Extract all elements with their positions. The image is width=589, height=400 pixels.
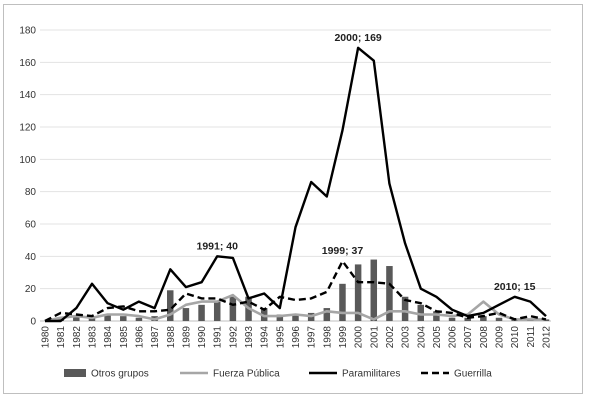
x-tick-label: 2011 (526, 326, 537, 348)
bar-otros-grupos (401, 296, 409, 321)
x-tick-label: 1984 (103, 326, 114, 349)
x-tick-label: 2006 (448, 326, 459, 349)
x-tick-label: 2005 (432, 326, 443, 349)
y-tick-label: 160 (19, 58, 36, 69)
bar-otros-grupos (260, 308, 268, 321)
line-paramilitares (45, 46, 547, 323)
y-tick-label: 140 (19, 90, 36, 101)
x-tick-label: 2009 (495, 326, 506, 349)
bar-otros-grupos (386, 266, 393, 321)
x-tick-label: 1983 (87, 326, 98, 349)
legend-otros-grupos-label: Otros grupos (91, 369, 149, 380)
x-tick-label: 1987 (150, 326, 161, 349)
bar-otros-grupos (104, 314, 111, 321)
data-label: 2010; 15 (494, 281, 536, 293)
y-tick-label: 60 (25, 220, 37, 231)
bar-otros-grupos (198, 304, 205, 321)
legend-paramilitares-label: Paramilitares (342, 369, 400, 380)
x-tick-label: 2007 (463, 326, 474, 349)
bar-otros-grupos (354, 264, 362, 321)
y-tick-label: 40 (25, 252, 37, 263)
bar-otros-grupos (292, 314, 299, 321)
data-label: 2000; 169 (334, 32, 381, 44)
x-tick-label: 2000 (354, 326, 365, 349)
chart-frame (3, 4, 583, 394)
x-tick-label: 2004 (416, 326, 427, 349)
y-tick-label: 80 (25, 187, 37, 198)
bar-otros-grupos (323, 308, 331, 321)
bar-otros-grupos (370, 259, 378, 321)
bar-otros-grupos (135, 317, 143, 321)
x-tick-label: 1985 (119, 326, 130, 349)
bar-otros-grupos (167, 290, 174, 321)
y-tick-label: 20 (25, 284, 37, 295)
line-guerrilla (44, 260, 547, 323)
x-tick-label: 1988 (166, 326, 177, 349)
legend-guerrilla-label: Guerrilla (454, 369, 492, 380)
x-tick-label: 1996 (291, 326, 302, 349)
x-tick-label: 1991 (213, 326, 224, 349)
legend-fuerza-p-blica-label: Fuerza Pública (213, 369, 280, 380)
bar-otros-grupos (182, 308, 190, 321)
y-tick-label: 120 (19, 123, 36, 134)
x-tick-label: 1997 (307, 326, 318, 349)
bar-otros-grupos (229, 296, 237, 321)
x-tick-label: 1989 (181, 326, 192, 349)
x-tick-label: 1986 (134, 326, 145, 349)
x-tick-label: 1980 (41, 326, 52, 349)
x-tick-label: 1981 (56, 326, 67, 349)
data-label: 1991; 40 (196, 240, 238, 252)
x-tick-label: 2012 (542, 326, 553, 349)
x-tick-label: 2010 (510, 326, 521, 349)
bar-otros-grupos (417, 304, 424, 321)
x-tick-label: 1992 (228, 326, 239, 349)
bar-otros-grupos (57, 317, 64, 321)
bar-otros-grupos (448, 317, 456, 321)
x-tick-label: 2001 (369, 326, 380, 349)
y-tick-label: 0 (30, 317, 36, 328)
data-label: 1999; 37 (322, 245, 364, 257)
bar-otros-grupos (495, 317, 503, 321)
bar-otros-grupos (73, 316, 80, 321)
legend-otros-grupos-swatch (64, 369, 86, 377)
bar-otros-grupos (213, 301, 221, 321)
x-tick-label: 1999 (338, 326, 349, 349)
bar-otros-grupos (276, 314, 284, 321)
bar-otros-grupos (480, 316, 487, 321)
x-tick-label: 2002 (385, 326, 396, 349)
x-tick-label: 1990 (197, 326, 208, 349)
bar-otros-grupos (88, 317, 96, 321)
y-tick-label: 100 (19, 155, 36, 166)
x-tick-label: 1982 (72, 326, 83, 349)
x-tick-label: 1994 (260, 326, 271, 349)
bar-otros-grupos (339, 283, 346, 321)
x-tick-label: 2003 (401, 326, 412, 349)
x-tick-label: 1998 (322, 326, 333, 349)
y-tick-label: 180 (19, 26, 36, 37)
bar-otros-grupos (120, 316, 127, 321)
x-tick-label: 1993 (244, 326, 255, 349)
bar-otros-grupos (433, 311, 440, 321)
x-tick-label: 1995 (275, 326, 286, 349)
x-tick-label: 2008 (479, 326, 490, 349)
bar-otros-grupos (464, 317, 471, 321)
